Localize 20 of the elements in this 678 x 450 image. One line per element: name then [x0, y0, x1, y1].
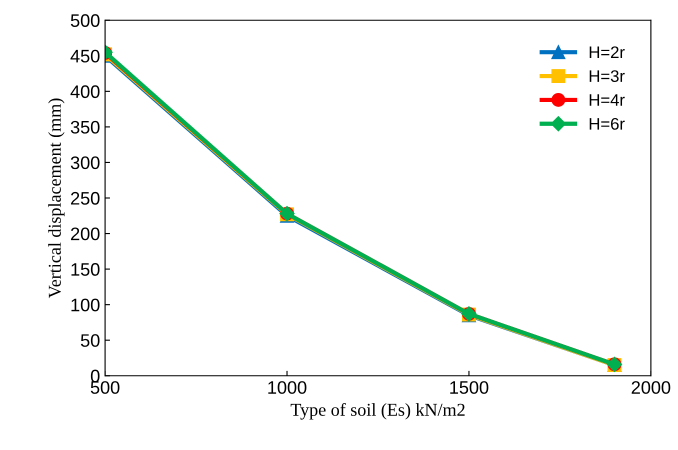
- legend-label: H=3r: [590, 70, 625, 82]
- y-tick-label: 450: [70, 50, 100, 63]
- y-tick-label: 200: [71, 227, 100, 240]
- x-tick-label: 2000: [632, 381, 670, 394]
- y-axis-title: Vertical displacement (mm): [48, 98, 65, 298]
- y-tick-label: 300: [70, 156, 100, 170]
- x-tick-label: 1500: [450, 381, 488, 394]
- y-tick-label: 350: [70, 120, 100, 134]
- y-tick-label: 250: [71, 192, 100, 205]
- y-tick-label: 400: [70, 85, 100, 98]
- legend-label: H=2r: [590, 46, 625, 58]
- y-tick-label: 100: [71, 298, 100, 312]
- y-tick-label: 150: [71, 263, 100, 276]
- legend-label: H=6r: [590, 118, 625, 130]
- x-axis-title: Type of soil (Es) kN/m2: [290, 403, 465, 420]
- y-tick-label: 500: [70, 14, 100, 27]
- legend-label: H=4r: [590, 94, 625, 106]
- x-tick-label: 500: [90, 381, 120, 394]
- y-tick-label: 50: [80, 334, 100, 347]
- x-tick-label: 1000: [268, 381, 306, 394]
